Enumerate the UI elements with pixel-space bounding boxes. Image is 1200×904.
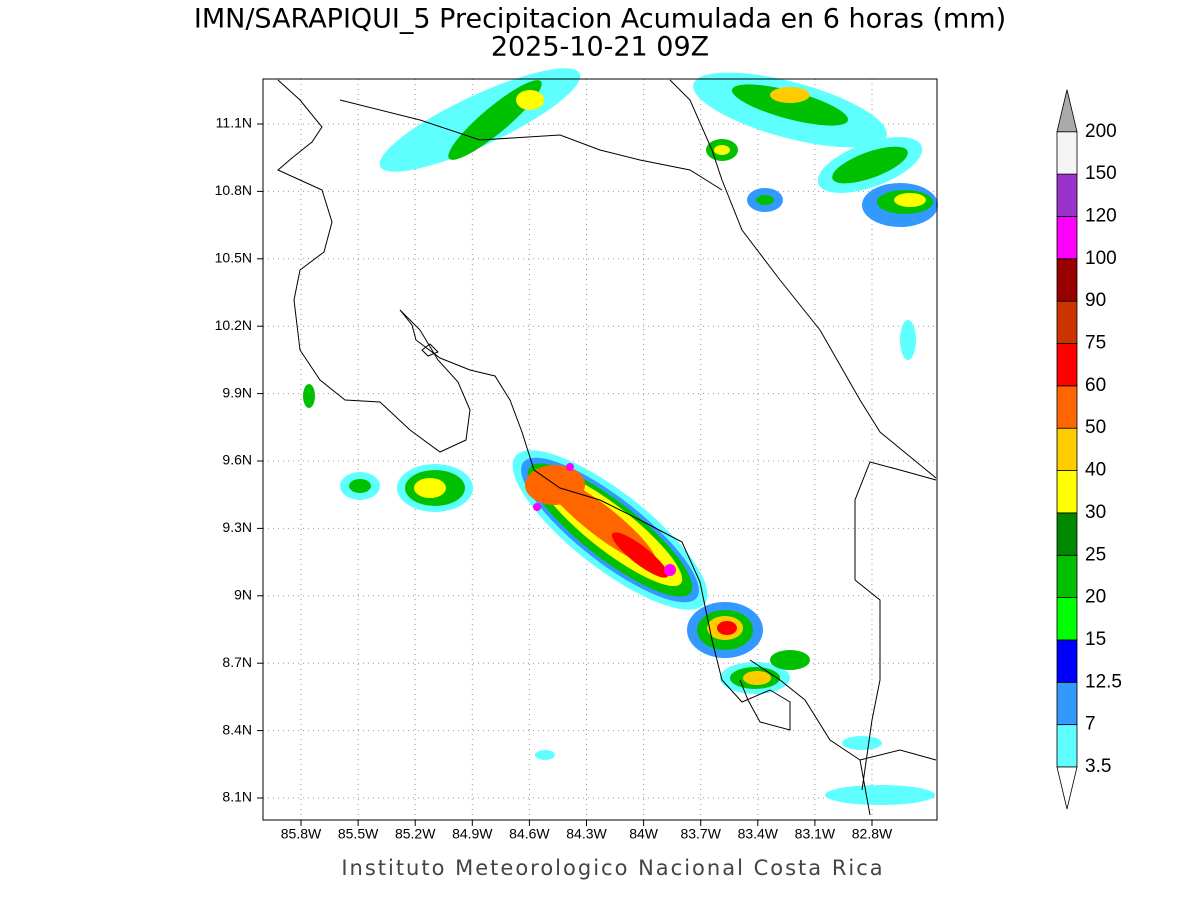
lat-label: 8.7N — [222, 654, 252, 670]
grid — [263, 79, 937, 820]
colorbar-segment — [1056, 427, 1078, 471]
map-frame — [262, 78, 938, 821]
lon-label: 85.8W — [281, 826, 322, 842]
lon-label: 83.7W — [680, 826, 721, 842]
colorbar-label: 30 — [1085, 502, 1106, 523]
lon-label: 84.3W — [566, 826, 607, 842]
lat-label: 9.3N — [222, 519, 252, 535]
colorbar-label: 15 — [1085, 629, 1106, 650]
colorbar-segment — [1056, 724, 1078, 768]
lon-label: 84W — [629, 826, 659, 842]
colorbar-segment — [1056, 173, 1078, 217]
colorbar-label: 40 — [1085, 460, 1106, 481]
colorbar-label: 25 — [1085, 544, 1106, 565]
colorbar-under — [1056, 766, 1078, 810]
lat-label: 8.4N — [222, 721, 252, 737]
lon-label: 85.5W — [338, 826, 379, 842]
colorbar-label: 100 — [1085, 248, 1117, 269]
colorbar-segment — [1056, 131, 1078, 175]
colorbar-segment — [1056, 216, 1078, 260]
colorbar-label: 20 — [1085, 587, 1106, 608]
lat-label: 9.6N — [222, 452, 252, 468]
axis-labels: 85.8W 85.5W 85.2W 84.9W 84.6W 84.3W 84W 83.7W 83… — [215, 115, 893, 842]
colorbar-segment — [1056, 597, 1078, 641]
lat-label: 10.2N — [215, 317, 252, 333]
colorbar-label: 3.5 — [1085, 756, 1111, 777]
lat-label: 10.8N — [215, 182, 252, 198]
footer: Instituto Meteorologico Nacional Costa R… — [341, 856, 884, 880]
coastlines — [277, 79, 937, 816]
lon-label: 84.6W — [509, 826, 550, 842]
precipitation-field — [303, 68, 938, 805]
colorbar-label: 50 — [1085, 417, 1106, 438]
colorbar-label: 150 — [1085, 163, 1117, 184]
subtitle: 2025-10-21 09Z — [491, 32, 709, 63]
colorbar-segment — [1056, 300, 1078, 344]
colorbar-label: 200 — [1085, 121, 1117, 142]
colorbar-segment — [1056, 385, 1078, 429]
lat-label: 9.9N — [222, 384, 252, 400]
colorbar-segment — [1056, 343, 1078, 387]
lon-label: 83.1W — [795, 826, 836, 842]
colorbar-label: 90 — [1085, 290, 1106, 311]
colorbar-over — [1056, 89, 1078, 133]
colorbar: 3.5 7 12.5 15 20 25 30 40 50 60 75 90 100 120 150 200 — [1056, 89, 1122, 810]
lon-label: 85.2W — [395, 826, 436, 842]
lat-label: 9N — [234, 587, 252, 603]
colorbar-segment — [1056, 258, 1078, 302]
colorbar-segment — [1056, 681, 1078, 726]
colorbar-label: 12.5 — [1085, 671, 1122, 692]
colorbar-segment — [1056, 512, 1078, 556]
colorbar-label: 7 — [1085, 714, 1096, 735]
colorbar-segment — [1056, 554, 1078, 598]
lon-label: 82.8W — [852, 826, 893, 842]
lat-label: 11.1N — [216, 115, 252, 131]
colorbar-label: 120 — [1085, 205, 1117, 226]
lon-label: 84.9W — [452, 826, 493, 842]
title: IMN/SARAPIQUI_5 Precipitacion Acumulada … — [194, 4, 1006, 35]
colorbar-segment — [1056, 470, 1078, 514]
colorbar-segment — [1056, 639, 1078, 683]
colorbar-label: 60 — [1085, 375, 1106, 396]
colorbar-label: 75 — [1085, 333, 1106, 354]
lon-label: 83.4W — [738, 826, 779, 842]
lat-label: 10.5N — [215, 250, 252, 266]
lat-label: 8.1N — [222, 789, 252, 805]
